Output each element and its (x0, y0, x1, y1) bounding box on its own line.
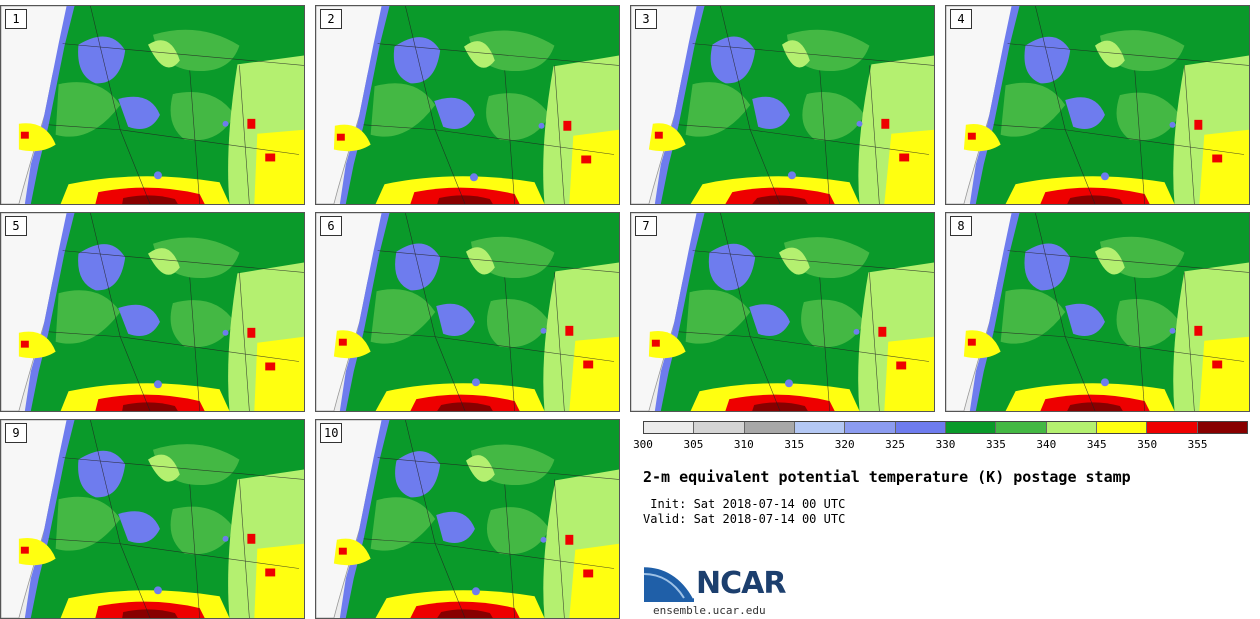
map-icon (946, 213, 1249, 411)
colorbar-swatch (1096, 422, 1148, 433)
panel-label: 9 (5, 423, 27, 443)
panel-label: 10 (320, 423, 343, 443)
logo-text: NCAR (696, 566, 786, 601)
colorbar-swatch (945, 422, 997, 433)
panel-label: 7 (635, 216, 657, 236)
colorbar-tick-label: 310 (733, 438, 754, 451)
map-icon (316, 213, 619, 411)
ensemble-member-panel: 7 (630, 212, 935, 412)
map-icon (946, 6, 1249, 204)
panel-label: 6 (320, 216, 342, 236)
colorbar-tick-label: 340 (1036, 438, 1057, 451)
colorbar-swatch (845, 422, 896, 433)
ensemble-member-panel: 1 (0, 5, 305, 205)
colorbar-tick-label: 345 (1086, 438, 1107, 451)
colorbar-swatch (794, 422, 846, 433)
map-icon (316, 6, 619, 204)
panel-label: 1 (5, 9, 27, 29)
colorbar-tick-label: 330 (935, 438, 956, 451)
map-icon (1, 6, 304, 204)
colorbar-tick-label: 325 (885, 438, 906, 451)
colorbar-swatch (996, 422, 1047, 433)
panel-label: 4 (950, 9, 972, 29)
colorbar (643, 421, 1248, 434)
colorbar-swatch (744, 422, 795, 433)
colorbar-swatch (1197, 422, 1247, 433)
website-link[interactable]: ensemble.ucar.edu (653, 604, 766, 617)
colorbar-tick-label: 355 (1187, 438, 1208, 451)
figure-title: 2-m equivalent potential temperature (K)… (643, 468, 1131, 486)
panel-label: 8 (950, 216, 972, 236)
ensemble-member-panel: 8 (945, 212, 1250, 412)
colorbar-tick-label: 305 (683, 438, 704, 451)
map-icon (1, 420, 304, 618)
ensemble-member-panel: 10 (315, 419, 620, 619)
ensemble-member-panel: 9 (0, 419, 305, 619)
colorbar-tick-label: 315 (784, 438, 805, 451)
map-icon (316, 420, 619, 618)
colorbar-tick-label: 335 (985, 438, 1006, 451)
map-icon (1, 213, 304, 411)
ncar-logo-icon (643, 564, 696, 602)
panel-label: 2 (320, 9, 342, 29)
colorbar-ticks: 300 305 310 315 320 325 330 335 340 345 350 355 (633, 438, 1248, 454)
colorbar-swatch (1147, 422, 1198, 433)
colorbar-swatch (694, 422, 745, 433)
ensemble-member-panel: 5 (0, 212, 305, 412)
panel-label: 5 (5, 216, 27, 236)
colorbar-swatch (1046, 422, 1097, 433)
map-icon (631, 213, 934, 411)
panel-label: 3 (635, 9, 657, 29)
colorbar-swatch (644, 422, 695, 433)
colorbar-tick-label: 320 (834, 438, 855, 451)
map-icon (631, 6, 934, 204)
colorbar-swatch (895, 422, 946, 433)
ensemble-member-panel: 2 (315, 5, 620, 205)
init-time: Init: Sat 2018-07-14 00 UTC (643, 497, 846, 511)
ensemble-member-panel: 4 (945, 5, 1250, 205)
ensemble-member-panel: 6 (315, 212, 620, 412)
colorbar-tick-label: 300 (633, 438, 653, 451)
ensemble-member-panel: 3 (630, 5, 935, 205)
valid-time: Valid: Sat 2018-07-14 00 UTC (643, 512, 846, 526)
colorbar-tick-label: 350 (1137, 438, 1158, 451)
